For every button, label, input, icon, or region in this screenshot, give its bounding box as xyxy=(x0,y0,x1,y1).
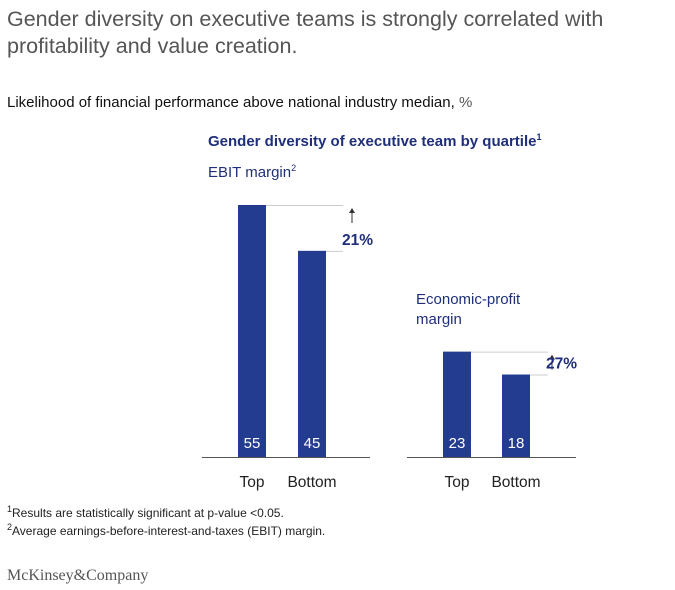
panel-title-ebit-text: EBIT margin xyxy=(208,164,292,181)
value-label-ebit-top: 55 xyxy=(244,435,261,452)
footnote-1-text: Results are statistically significant at… xyxy=(12,506,284,520)
value-label-economic-profit-bottom: 18 xyxy=(508,435,525,452)
footnote-2: 2Average earnings-before-interest-and-ta… xyxy=(7,522,325,540)
panel-title-ebit-footnote-mark: 2 xyxy=(291,163,297,173)
bar-ebit-bottom xyxy=(298,250,326,457)
difference-arrow-head-ebit xyxy=(349,208,355,213)
difference-label-economic-profit: 27% xyxy=(546,356,577,373)
footnotes: 1Results are statistically significant a… xyxy=(7,504,325,540)
value-label-economic-profit-top: 23 xyxy=(449,435,466,452)
footnote-2-text: Average earnings-before-interest-and-tax… xyxy=(12,524,326,538)
chart-title: Gender diversity on executive teams is s… xyxy=(7,7,604,58)
panel-title-economic-profit: Economic-profit margin xyxy=(416,291,521,328)
group-title-text: Gender diversity of executive team by qu… xyxy=(208,133,537,150)
panel-title-ebit: EBIT margin2 xyxy=(208,163,296,183)
footnote-1: 1Results are statistically significant a… xyxy=(7,504,325,522)
subtitle-text: Likelihood of financial performance abov… xyxy=(7,94,455,111)
difference-label-ebit: 21% xyxy=(342,232,373,249)
category-label-economic-profit-top: Top xyxy=(445,474,470,491)
group-title-footnote-mark: 1 xyxy=(536,132,542,142)
difference-arrow-head-economic-profit xyxy=(549,354,555,360)
brand-logo: McKinsey&Company xyxy=(7,567,149,584)
footnote-1-mark: 1 xyxy=(7,504,13,514)
category-label-ebit-top: Top xyxy=(240,474,265,491)
footnote-2-mark: 2 xyxy=(7,522,13,532)
subtitle-unit: % xyxy=(458,94,473,111)
bar-ebit-top xyxy=(238,205,266,457)
bar-economic-profit-bottom xyxy=(502,374,530,457)
chart-subtitle: Likelihood of financial performance abov… xyxy=(7,94,472,111)
category-label-economic-profit-bottom: Bottom xyxy=(491,474,540,491)
category-label-ebit-bottom: Bottom xyxy=(287,474,336,491)
group-title: Gender diversity of executive team by qu… xyxy=(208,132,542,151)
value-label-ebit-bottom: 45 xyxy=(304,435,321,452)
bar-economic-profit-top xyxy=(443,351,471,457)
